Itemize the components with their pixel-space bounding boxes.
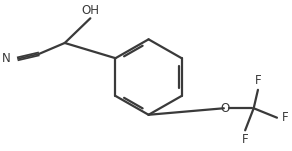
Text: OH: OH (81, 4, 99, 17)
Text: F: F (242, 133, 248, 146)
Text: F: F (255, 74, 261, 87)
Text: O: O (220, 102, 229, 115)
Text: N: N (2, 52, 11, 65)
Text: F: F (282, 111, 289, 124)
